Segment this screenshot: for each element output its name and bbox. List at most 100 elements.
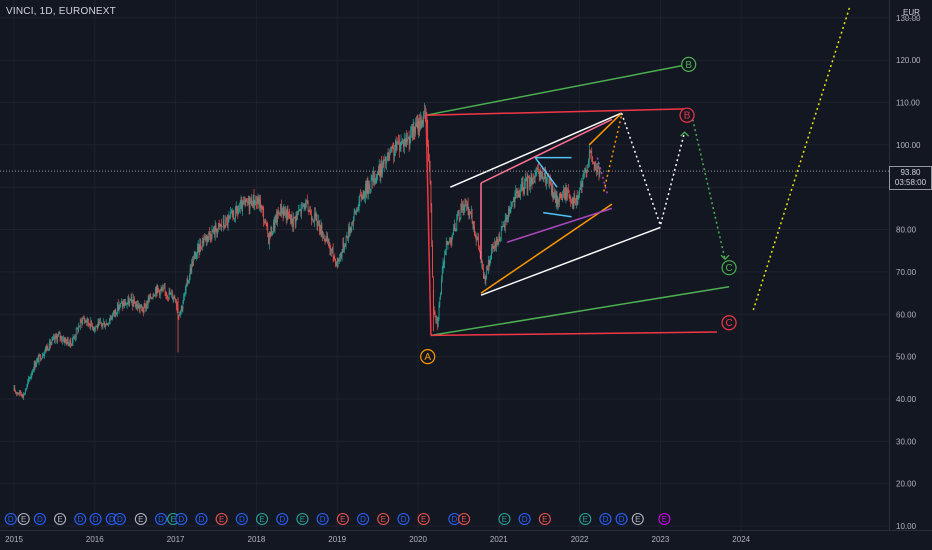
dividend-marker[interactable]: D (158, 515, 164, 524)
earnings-marker[interactable]: E (57, 515, 62, 524)
candle-body (372, 177, 374, 183)
dividend-marker[interactable]: D (522, 515, 528, 524)
candle-body (521, 181, 523, 185)
wave-label-c[interactable]: C (725, 318, 732, 329)
orange-upper-line[interactable] (588, 112, 623, 146)
candle-body (491, 245, 493, 249)
cyan-left-diagonal[interactable] (534, 157, 558, 188)
candle-body (525, 178, 527, 180)
earnings-marker[interactable]: E (662, 515, 667, 524)
candle-body (121, 302, 123, 308)
dividend-marker[interactable]: D (93, 515, 99, 524)
dividend-marker[interactable]: D (619, 515, 625, 524)
candle-body (154, 295, 155, 297)
candle-body (552, 185, 554, 199)
candle-body (402, 139, 403, 142)
candle-body (126, 303, 128, 305)
wave-label-b[interactable]: B (684, 111, 691, 122)
dividend-marker[interactable]: D (199, 515, 205, 524)
red-left-vertical[interactable] (425, 115, 432, 336)
candle-body (420, 117, 421, 130)
orange-dotted-projection[interactable] (603, 115, 623, 192)
earnings-marker[interactable]: E (635, 515, 640, 524)
earnings-marker[interactable]: E (138, 515, 143, 524)
dividend-marker[interactable]: D (401, 515, 407, 524)
candle-body (341, 251, 343, 257)
dividend-marker[interactable]: D (603, 515, 609, 524)
wave-label-a[interactable]: A (424, 352, 431, 363)
dividend-marker[interactable]: D (320, 515, 326, 524)
candle-body (62, 339, 64, 341)
earnings-marker[interactable]: E (219, 515, 224, 524)
candle-body (327, 235, 328, 243)
candle-body (18, 393, 20, 395)
yellow-dotted-projection[interactable] (752, 4, 852, 311)
orange-lower-line[interactable] (480, 203, 613, 294)
candle-body (561, 197, 563, 200)
red-upper-line[interactable] (426, 108, 685, 116)
earnings-marker[interactable]: E (340, 515, 345, 524)
cyan-lower[interactable] (543, 211, 572, 218)
candle-body (524, 181, 526, 194)
candle-body (406, 135, 408, 142)
currency-label[interactable]: EUR (903, 8, 920, 19)
green-upper-trendline[interactable] (425, 63, 689, 116)
red-lower-line[interactable] (430, 331, 718, 337)
earnings-marker[interactable]: E (381, 515, 386, 524)
earnings-marker[interactable]: E (583, 515, 588, 524)
candle-body (273, 222, 274, 232)
dividend-marker[interactable]: D (109, 515, 115, 524)
dividend-marker[interactable]: D (37, 515, 43, 524)
candle-body (262, 207, 264, 212)
dividend-marker[interactable]: D (239, 515, 245, 524)
candle-body (531, 174, 533, 184)
candle-body (169, 291, 171, 295)
dividend-marker[interactable]: D (117, 515, 123, 524)
candle-body (584, 172, 585, 174)
x-tick-label: 2022 (571, 535, 589, 544)
earnings-marker[interactable]: E (502, 515, 507, 524)
dividend-marker[interactable]: D (279, 515, 285, 524)
dividend-marker[interactable]: D (451, 515, 457, 524)
candle-body (238, 210, 239, 214)
earnings-marker[interactable]: E (171, 515, 176, 524)
earnings-marker[interactable]: E (259, 515, 264, 524)
drawing-tools[interactable] (425, 4, 852, 337)
dividend-marker[interactable]: D (8, 515, 14, 524)
purple-dotted-projection[interactable] (596, 157, 609, 196)
earnings-marker[interactable]: E (21, 515, 26, 524)
candle-body (437, 319, 439, 327)
event-marker-circle (397, 512, 410, 526)
earnings-marker[interactable]: E (461, 515, 466, 524)
candle-body (64, 338, 66, 343)
earnings-marker[interactable]: E (542, 515, 547, 524)
wave-labels[interactable]: A B B C C (420, 56, 737, 365)
green-dotted-projection[interactable] (691, 119, 726, 260)
green-lower-trendline[interactable] (430, 285, 730, 337)
candle-body (328, 240, 330, 248)
candle-body (62, 340, 63, 341)
candle-body (502, 225, 504, 227)
earnings-marker[interactable]: E (421, 515, 426, 524)
white-wedge-upper[interactable] (450, 112, 622, 188)
earnings-marker[interactable]: E (300, 515, 305, 524)
candle-body (209, 234, 211, 239)
dividend-marker[interactable]: D (360, 515, 366, 524)
pink-channel-upper[interactable] (480, 118, 613, 184)
wave-label-b[interactable]: B (685, 60, 692, 71)
dividend-marker[interactable]: D (178, 515, 184, 524)
candle-body (565, 188, 567, 199)
candle-body (311, 219, 313, 221)
candle-body (97, 322, 99, 329)
time-axis[interactable]: 2015 2016 2017 2018 2019 2020 2021 2022 2023 2024 (5, 535, 751, 544)
candle-body (489, 259, 491, 266)
white-wedge-lower[interactable] (480, 226, 661, 296)
candle-body (355, 210, 357, 213)
wave-label-c[interactable]: C (725, 263, 732, 274)
purple-channel-lower[interactable] (506, 207, 613, 244)
dividend-marker[interactable]: D (77, 515, 83, 524)
candle-body (16, 392, 18, 394)
candle-body (220, 224, 222, 227)
